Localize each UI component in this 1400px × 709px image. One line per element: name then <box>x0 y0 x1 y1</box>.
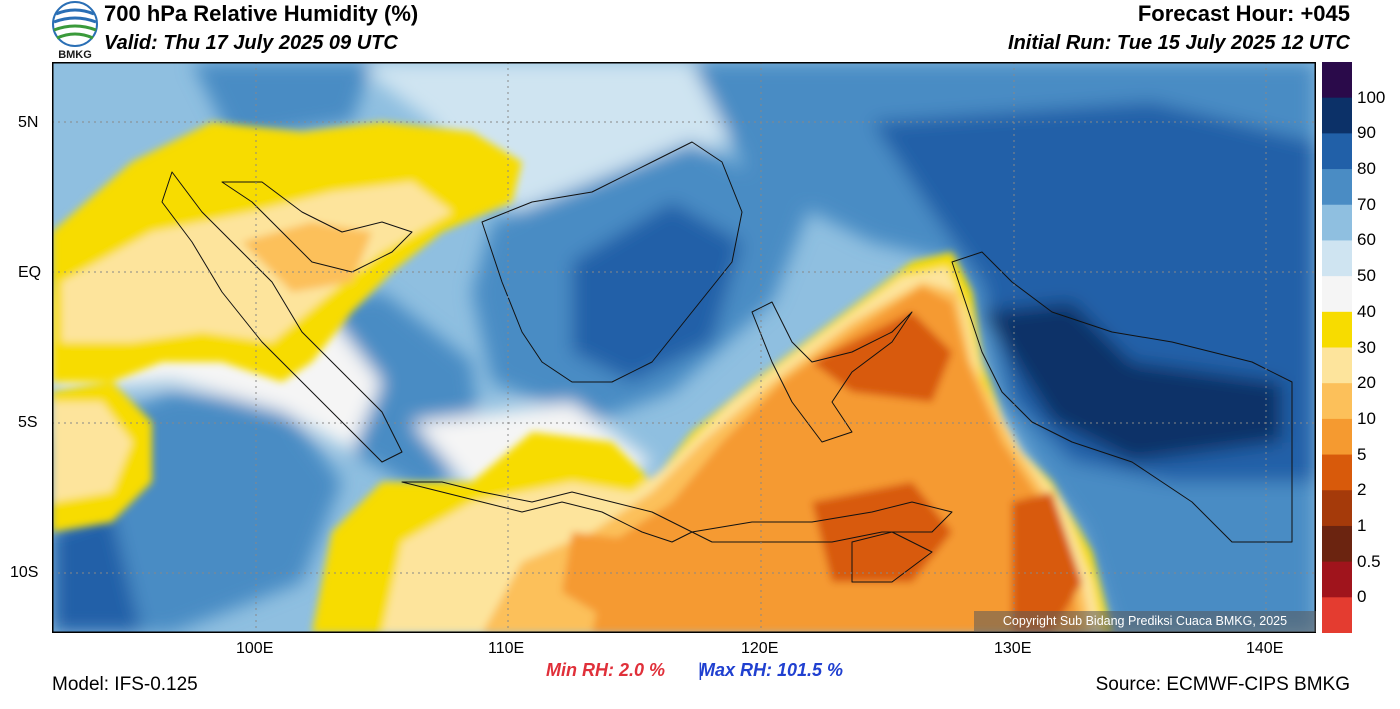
colorbar-tick-label: 20 <box>1357 373 1376 393</box>
colorbar-tick-label: 0 <box>1357 587 1367 607</box>
colorbar-tick-label: 10 <box>1357 408 1376 428</box>
colorbar-swatch <box>1322 383 1352 420</box>
colorbar-swatch <box>1322 276 1352 313</box>
colorbar-tick-label: 30 <box>1357 337 1376 357</box>
colorbar-tick-label: 40 <box>1357 301 1376 321</box>
initial-run: Initial Run: Tue 15 July 2025 12 UTC <box>1008 32 1350 54</box>
colorbar-tick-label: 5 <box>1357 444 1367 464</box>
colorbar-tick-label: 80 <box>1357 159 1376 179</box>
colorbar-swatch <box>1322 561 1352 598</box>
colorbar-tick-label: 2 <box>1357 480 1367 500</box>
source-label: Source: ECMWF-CIPS BMKG <box>1095 674 1350 695</box>
forecast-hour: Forecast Hour: +045 <box>1137 1 1350 26</box>
grid <box>52 62 1316 633</box>
colorbar-tick-label: 70 <box>1357 194 1376 214</box>
colorbar-swatch <box>1322 597 1352 633</box>
min-rh: Min RH: 2.0 % <box>546 660 666 680</box>
colorbar-swatch <box>1322 204 1352 242</box>
colorbar-swatch <box>1322 347 1352 384</box>
lat-label-5n: 5N <box>18 114 39 131</box>
lon-label-110e: 110E <box>488 640 525 657</box>
copyright-note: Copyright Sub Bidang Prediksi Cuaca BMKG… <box>974 611 1316 632</box>
lon-label-140e: 140E <box>1246 640 1284 657</box>
colorbar-tick-label: 50 <box>1357 266 1376 286</box>
map-frame <box>52 62 1316 633</box>
colorbar-swatch <box>1322 62 1352 99</box>
colorbar-tick-label: 60 <box>1357 230 1376 250</box>
lat-label-5s: 5S <box>18 414 38 431</box>
valid-time: Valid: Thu 17 July 2025 09 UTC <box>104 32 398 54</box>
lon-label-130e: 130E <box>994 640 1032 657</box>
colorbar-tick-label: 0.5 <box>1357 551 1381 571</box>
model-label: Model: IFS-0.125 <box>52 674 198 695</box>
humidity-map <box>52 62 1316 633</box>
colorbar-swatch <box>1322 240 1352 277</box>
colorbar-tick-label: 90 <box>1357 123 1376 143</box>
colorbar-swatch <box>1322 97 1352 134</box>
colorbar-swatch <box>1322 525 1352 563</box>
logo-text: BMKG <box>58 49 92 61</box>
lon-label-100e: 100E <box>236 640 274 657</box>
rh-separator: | <box>698 660 703 680</box>
coastlines <box>161 141 1293 583</box>
colorbar-tick-label: 1 <box>1357 515 1367 535</box>
lat-label-10s: 10S <box>10 564 39 581</box>
rh-field <box>52 62 1316 633</box>
colorbar-swatch <box>1322 311 1352 349</box>
colorbar <box>1322 62 1352 633</box>
colorbar-swatch <box>1322 133 1352 170</box>
bmkg-logo: BMKG <box>50 0 100 62</box>
colorbar-swatch <box>1322 169 1352 206</box>
lon-label-120e: 120E <box>741 640 779 657</box>
colorbar-swatch <box>1322 490 1352 527</box>
map-title: 700 hPa Relative Humidity (%) <box>104 1 419 26</box>
lat-label-eq: EQ <box>18 264 42 281</box>
max-rh: Max RH: 101.5 % <box>700 660 844 680</box>
colorbar-swatch <box>1322 454 1352 491</box>
colorbar-tick-label: 100 <box>1357 87 1386 107</box>
colorbar-swatch <box>1322 418 1352 456</box>
